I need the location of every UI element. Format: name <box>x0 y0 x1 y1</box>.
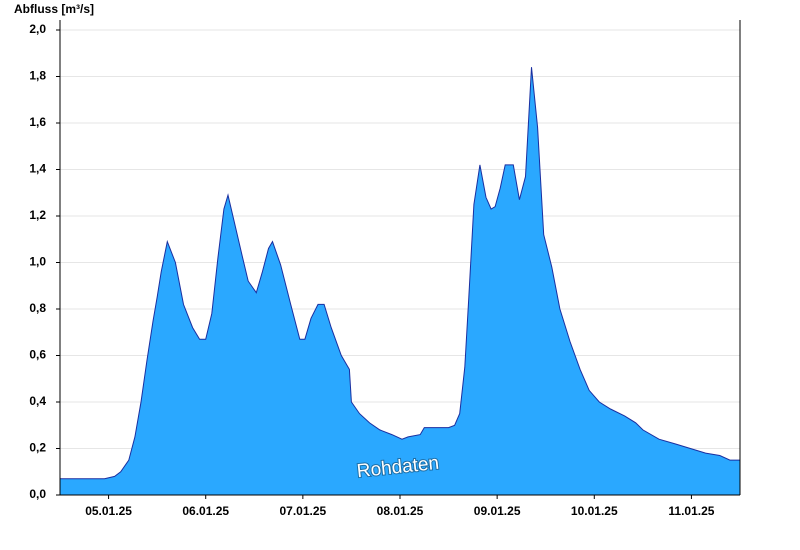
x-tick-label: 05.01.25 <box>85 504 132 518</box>
x-tick-label: 06.01.25 <box>182 504 229 518</box>
y-tick-label: 1,0 <box>29 255 46 269</box>
x-tick-label: 08.01.25 <box>377 504 424 518</box>
y-tick-label: 0,0 <box>29 487 46 501</box>
x-tick-label: 11.01.25 <box>668 504 714 518</box>
x-tick-label: 10.01.25 <box>571 504 618 518</box>
y-tick-label: 0,6 <box>29 348 46 362</box>
y-tick-label: 0,2 <box>29 441 46 455</box>
chart-title: Abfluss [m³/s] <box>14 2 94 16</box>
area <box>60 67 740 495</box>
y-tick-label: 0,4 <box>29 394 46 408</box>
y-tick-label: 1,4 <box>29 162 46 176</box>
y-tick-label: 1,8 <box>29 69 46 83</box>
x-tick-label: 07.01.25 <box>279 504 326 518</box>
area-outline <box>60 67 740 480</box>
y-tick-label: 1,6 <box>29 115 46 129</box>
y-tick-label: 0,8 <box>29 301 46 315</box>
y-tick-label: 1,2 <box>29 208 46 222</box>
y-tick-label: 2,0 <box>29 22 46 36</box>
x-tick-label: 09.01.25 <box>474 504 521 518</box>
